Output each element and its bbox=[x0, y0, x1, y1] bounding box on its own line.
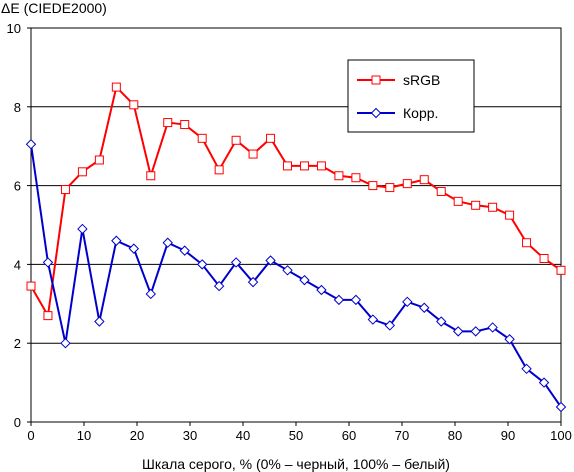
data-point-srgb bbox=[368, 181, 378, 191]
data-point-srgb bbox=[111, 82, 121, 92]
series-group bbox=[25, 82, 567, 413]
data-point-corr bbox=[470, 326, 481, 337]
data-point-corr bbox=[60, 337, 71, 349]
y-tick-label: 4 bbox=[14, 257, 21, 272]
data-point-srgb bbox=[94, 155, 104, 165]
data-point-corr bbox=[94, 316, 105, 327]
legend-label-srgb: sRGB bbox=[403, 72, 440, 88]
data-point-corr bbox=[213, 280, 225, 292]
data-point-srgb bbox=[488, 202, 498, 212]
data-point-srgb bbox=[266, 133, 276, 143]
data-point-corr bbox=[384, 320, 396, 331]
data-point-srgb bbox=[556, 265, 566, 275]
y-axis-ticks: 0 2 4 6 8 10 bbox=[7, 21, 31, 430]
data-point-srgb bbox=[505, 210, 515, 220]
data-point-corr bbox=[247, 276, 259, 288]
data-point-corr bbox=[42, 257, 54, 268]
data-point-corr bbox=[350, 294, 362, 306]
data-point-corr bbox=[265, 255, 276, 266]
data-point-corr bbox=[179, 245, 190, 256]
data-point-srgb bbox=[351, 173, 361, 183]
x-tick-label: 70 bbox=[395, 428, 409, 443]
legend: sRGB Корр. bbox=[347, 59, 475, 133]
x-tick-label: 80 bbox=[448, 428, 462, 443]
y-axis-label: ΔE (CIEDE2000) bbox=[1, 0, 107, 16]
data-point-srgb bbox=[402, 179, 412, 189]
x-tick-label: 50 bbox=[289, 428, 303, 443]
data-point-srgb bbox=[471, 200, 481, 210]
data-point-srgb bbox=[453, 196, 463, 206]
data-point-corr bbox=[25, 139, 37, 150]
data-point-corr bbox=[555, 401, 567, 413]
data-point-srgb bbox=[43, 311, 53, 321]
y-tick-label: 2 bbox=[14, 336, 21, 351]
data-point-corr bbox=[452, 326, 464, 337]
data-point-corr bbox=[196, 259, 208, 270]
y-tick-label: 8 bbox=[14, 100, 21, 115]
legend-marker-srgb bbox=[371, 75, 381, 85]
gridlines bbox=[31, 106, 561, 344]
data-point-corr bbox=[419, 302, 430, 313]
data-point-srgb bbox=[334, 171, 344, 181]
data-point-srgb bbox=[299, 161, 309, 171]
data-point-corr bbox=[162, 237, 173, 248]
x-tick-label: 0 bbox=[27, 428, 34, 443]
data-point-corr bbox=[487, 322, 498, 333]
x-axis-label: Шкала серого, % (0% – черный, 100% – бел… bbox=[142, 456, 450, 472]
data-point-srgb bbox=[129, 100, 139, 110]
data-point-corr bbox=[538, 377, 550, 388]
data-point-corr bbox=[367, 314, 379, 325]
x-tick-label: 60 bbox=[342, 428, 356, 443]
data-point-srgb bbox=[522, 238, 532, 248]
data-point-srgb bbox=[419, 175, 429, 185]
data-point-srgb bbox=[77, 167, 87, 177]
x-tick-label: 20 bbox=[130, 428, 144, 443]
data-point-srgb bbox=[385, 183, 395, 193]
data-point-corr bbox=[299, 274, 310, 286]
series-line-srgb bbox=[30, 85, 562, 319]
y-tick-label: 6 bbox=[14, 179, 21, 194]
data-point-srgb bbox=[539, 253, 549, 263]
data-point-corr bbox=[145, 288, 156, 300]
data-point-srgb bbox=[163, 118, 173, 128]
data-point-srgb bbox=[316, 161, 326, 171]
legend-box bbox=[347, 59, 475, 133]
data-point-corr bbox=[282, 265, 293, 276]
x-tick-label: 90 bbox=[501, 428, 515, 443]
data-point-srgb bbox=[436, 187, 446, 197]
data-point-corr bbox=[316, 284, 327, 296]
data-point-srgb bbox=[146, 171, 156, 181]
series-line-corr bbox=[30, 144, 562, 408]
data-point-corr bbox=[230, 257, 242, 268]
legend-label-corr: Корр. bbox=[403, 105, 438, 121]
legend-marker-corr bbox=[370, 107, 382, 119]
data-point-srgb bbox=[180, 120, 190, 130]
x-tick-label: 40 bbox=[236, 428, 250, 443]
x-axis-ticks: 0 10 20 30 40 50 60 70 80 90 100 bbox=[27, 422, 572, 443]
data-point-corr bbox=[77, 223, 88, 235]
plot-area-border bbox=[30, 27, 562, 423]
x-tick-label: 30 bbox=[183, 428, 197, 443]
data-point-srgb bbox=[283, 161, 293, 171]
data-point-srgb bbox=[231, 135, 241, 145]
data-point-corr bbox=[111, 235, 122, 246]
x-tick-label: 10 bbox=[77, 428, 91, 443]
x-tick-label: 100 bbox=[550, 428, 572, 443]
data-point-corr bbox=[128, 243, 140, 254]
data-point-corr bbox=[402, 296, 413, 308]
data-point-srgb bbox=[214, 165, 224, 175]
data-point-srgb bbox=[197, 133, 207, 143]
data-point-srgb bbox=[248, 149, 258, 159]
data-point-srgb bbox=[26, 281, 36, 291]
y-tick-label: 0 bbox=[14, 415, 21, 430]
data-point-corr bbox=[436, 316, 447, 327]
data-point-srgb bbox=[60, 185, 70, 195]
data-point-corr bbox=[521, 363, 532, 375]
data-point-corr bbox=[504, 334, 515, 345]
data-point-corr bbox=[333, 294, 345, 306]
y-tick-label: 10 bbox=[7, 21, 21, 36]
